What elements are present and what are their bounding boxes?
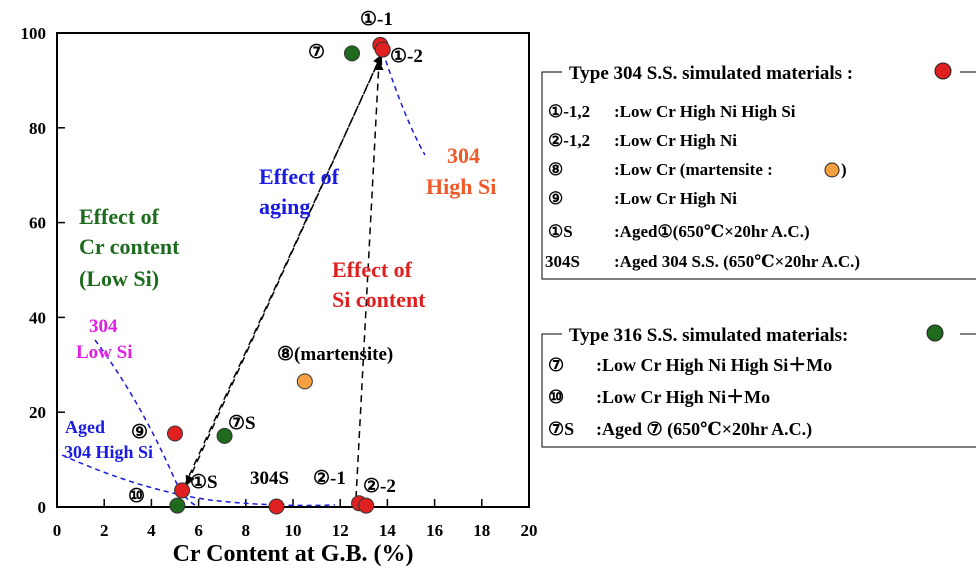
data-point bbox=[174, 482, 191, 499]
y-tick-label: 40 bbox=[29, 308, 46, 327]
x-tick-label: 18 bbox=[473, 521, 490, 540]
annotation-304-low-si-line2: Low Si bbox=[76, 342, 133, 363]
legend-304-row3-tail: ) bbox=[841, 160, 847, 179]
legend-316-row3-desc: :Aged ⑦ (650℃×20hr A.C.) bbox=[596, 419, 812, 440]
legend-316-title: Type 316 S.S. simulated materials: bbox=[569, 325, 848, 346]
x-tick-label: 10 bbox=[285, 521, 302, 540]
point-label-2-2: ②-2 bbox=[363, 476, 396, 497]
annotation-304-low-si-line1: 304 bbox=[89, 316, 118, 337]
x-tick-label: 16 bbox=[426, 521, 443, 540]
legend-304-frame bbox=[541, 71, 976, 280]
arrow-aging-down bbox=[185, 61, 379, 486]
legend-304-marker bbox=[934, 62, 952, 80]
legend-316-frame bbox=[541, 333, 976, 448]
legend-304-row4-code: ⑨ bbox=[548, 189, 563, 208]
legend-316-row2-code: ⑩ bbox=[548, 387, 564, 407]
annotation-cr-effect-line3: (Low Si) bbox=[79, 266, 159, 291]
data-point bbox=[374, 41, 391, 58]
legend-316-row3-code: ⑦S bbox=[548, 419, 574, 439]
annotation-cr-effect-line1: Effect of bbox=[79, 204, 160, 229]
legend-316-row2-desc: :Low Cr High Ni＋Mo bbox=[596, 387, 770, 407]
annotation-si-effect-line2: Si content bbox=[332, 287, 426, 312]
legend-304-row5-code: ①S bbox=[548, 222, 573, 241]
x-tick-label: 14 bbox=[379, 521, 397, 540]
point-label-2-1: ②-1 bbox=[313, 468, 346, 489]
y-tick-label: 100 bbox=[21, 24, 47, 43]
point-label-8: ⑧(martensite) bbox=[277, 344, 393, 365]
annotation-aging-line1: Effect of bbox=[259, 164, 340, 189]
legend-304-row3-desc: :Low Cr (martensite : bbox=[614, 160, 773, 179]
point-label-304s: 304S bbox=[250, 468, 289, 489]
data-points bbox=[167, 36, 391, 515]
data-point bbox=[268, 498, 285, 515]
legend-304-row1-code: ①-1,2 bbox=[548, 102, 590, 121]
point-label-1-2: ①-2 bbox=[390, 46, 423, 67]
legend-304-row2-code: ②-1,2 bbox=[548, 131, 590, 150]
point-label-7s: ⑦S bbox=[228, 413, 256, 434]
x-axis: 0 2 4 6 8 10 12 14 16 18 20 bbox=[53, 499, 538, 540]
x-tick-label: 12 bbox=[332, 521, 349, 540]
data-point bbox=[358, 497, 375, 514]
point-label-7: ⑦ bbox=[308, 42, 325, 63]
legend-304-row6-desc: :Aged 304 S.S. (650℃×20hr A.C.) bbox=[614, 252, 860, 271]
x-tick-label: 4 bbox=[147, 521, 156, 540]
legend-304-row2-desc: :Low Cr High Ni bbox=[614, 131, 737, 150]
y-tick-label: 20 bbox=[29, 403, 46, 422]
point-label-9: ⑨ bbox=[131, 422, 148, 443]
legend-304-row3-code: ⑧ bbox=[548, 160, 563, 179]
point-label-1s: ①S bbox=[190, 472, 218, 493]
legend-304-row6-code: 304S bbox=[545, 252, 580, 271]
trend-curve-304-high-si bbox=[382, 51, 426, 156]
legend-304: Type 304 S.S. simulated materials : ①-1,… bbox=[541, 62, 976, 280]
data-point bbox=[167, 425, 183, 442]
arrow-aging-up bbox=[183, 54, 383, 488]
point-label-1-1: ①-1 bbox=[360, 9, 393, 30]
trend-curve-304-low-si bbox=[94, 339, 196, 506]
data-point bbox=[344, 45, 360, 62]
legend-316-row1-desc: :Low Cr High Ni High Si＋Mo bbox=[596, 355, 832, 375]
data-point bbox=[169, 497, 186, 514]
legend-304-row5-desc: :Aged①(650℃×20hr A.C.) bbox=[614, 222, 810, 241]
arrow-si-content bbox=[355, 60, 384, 499]
legend-304-row1-desc: :Low Cr High Ni High Si bbox=[614, 102, 796, 121]
y-axis: 0 20 40 60 80 100 bbox=[21, 24, 65, 517]
data-point bbox=[216, 427, 233, 444]
legend-316-marker bbox=[926, 324, 944, 342]
annotation-aging-line2: aging bbox=[259, 194, 310, 219]
x-tick-label: 8 bbox=[242, 521, 251, 540]
x-tick-label: 2 bbox=[100, 521, 109, 540]
annotation-aged-304-line2: 304 High Si bbox=[64, 442, 153, 462]
data-point bbox=[296, 373, 313, 390]
annotation-si-effect-line1: Effect of bbox=[332, 257, 413, 282]
point-label-10: ⑩ bbox=[128, 486, 145, 507]
x-tick-label: 6 bbox=[194, 521, 203, 540]
trend-curve-aged-304-high-si bbox=[61, 454, 336, 507]
y-tick-label: 60 bbox=[29, 214, 46, 233]
legend-304-title: Type 304 S.S. simulated materials : bbox=[569, 63, 853, 84]
x-axis-label: Cr Content at G.B. (%) bbox=[173, 541, 414, 567]
annotation-304-high-si-line2: High Si bbox=[426, 174, 496, 199]
y-tick-label: 0 bbox=[38, 498, 47, 517]
annotation-304-high-si-line1: 304 bbox=[447, 143, 480, 168]
y-tick-label: 80 bbox=[29, 119, 46, 138]
annotation-cr-effect-line2: Cr content bbox=[79, 234, 180, 259]
legend-316-row1-code: ⑦ bbox=[548, 355, 564, 375]
legend-316: Type 316 S.S. simulated materials: ⑦ :Lo… bbox=[541, 324, 976, 448]
annotation-aged-304-line1: Aged bbox=[65, 417, 105, 437]
x-tick-label: 0 bbox=[53, 521, 62, 540]
legend-304-martensite-marker bbox=[824, 162, 840, 178]
legend-304-row4-desc: :Low Cr High Ni bbox=[614, 189, 737, 208]
x-tick-label: 20 bbox=[521, 521, 538, 540]
